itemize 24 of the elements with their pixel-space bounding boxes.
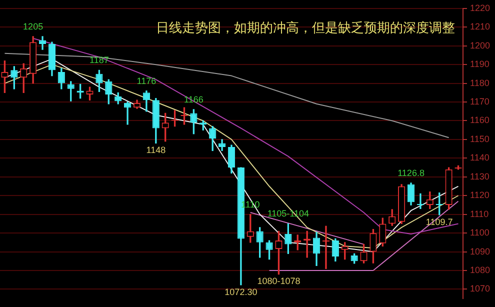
y-tick-label: 1190 xyxy=(470,59,490,70)
annotation: 1205 xyxy=(23,21,44,32)
y-tick-label: 1140 xyxy=(470,152,490,163)
y-tick-label: 1130 xyxy=(470,171,490,182)
y-tick-label: 1160 xyxy=(470,115,490,126)
y-tick-label: 1210 xyxy=(470,22,490,32)
y-tick-label: 1170 xyxy=(470,96,490,106)
annotation: 1072.30 xyxy=(224,286,258,297)
annotation: 1126.8 xyxy=(398,168,424,178)
text: 日线走势图，如期的冲高，但是缺乏预期的深度调整 xyxy=(156,20,455,36)
annotation: 1187 xyxy=(90,55,109,66)
y-tick-label: 1090 xyxy=(470,246,490,256)
y-tick-label: 1180 xyxy=(470,78,490,88)
y-tick-label: 1070 xyxy=(470,284,490,294)
annotation: 1176 xyxy=(136,76,156,86)
annotation: 1080-1078 xyxy=(257,276,300,286)
y-tick-label: 1220 xyxy=(470,2,490,13)
y-tick-label: 1110 xyxy=(470,208,489,219)
y-tick-label: 1150 xyxy=(470,134,490,144)
y-tick-label: 1080 xyxy=(470,265,490,275)
y-tick-label: 1100 xyxy=(470,228,490,238)
annotation: 1148 xyxy=(146,145,166,156)
y-tick-label: 1200 xyxy=(470,40,490,50)
y-tick-label: 1120 xyxy=(470,190,490,200)
